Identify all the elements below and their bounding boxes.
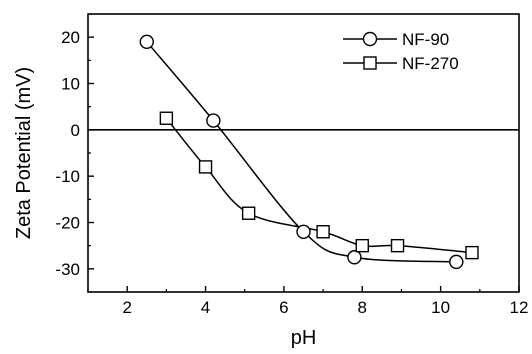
- data-point-nf-270: [316, 225, 330, 239]
- x-tick-label: 10: [431, 298, 450, 317]
- data-point-nf-90: [206, 113, 221, 128]
- x-tick-label: 12: [510, 298, 529, 317]
- legend-label-nf-270: NF-270: [402, 54, 459, 73]
- x-axis-title: pH: [291, 327, 317, 349]
- y-tick-label: 0: [71, 121, 80, 140]
- y-tick-label: -20: [55, 214, 80, 233]
- legend-label-nf-90: NF-90: [402, 30, 449, 49]
- data-point-nf-270: [159, 111, 174, 125]
- legend-entry-nf-270: NF-270: [343, 54, 459, 73]
- data-point-nf-90: [296, 224, 311, 239]
- legend-entry-nf-90: NF-90: [343, 30, 449, 49]
- series-line-nf-90: [146, 41, 457, 263]
- data-point-nf-270: [198, 160, 213, 174]
- y-tick-label: 20: [61, 28, 80, 47]
- y-axis-title: Zeta Potential (mV): [13, 67, 35, 239]
- data-point-nf-270: [465, 245, 479, 260]
- data-point-nf-270: [241, 206, 256, 220]
- legend-marker-nf-270: [363, 56, 377, 70]
- markers-layer: [139, 34, 479, 270]
- legend-marker-nf-90: [362, 31, 378, 47]
- data-point-nf-90: [139, 34, 154, 49]
- data-point-nf-270: [390, 238, 405, 253]
- x-tick-label: 2: [122, 298, 131, 317]
- x-tick-label: 8: [358, 298, 367, 317]
- x-tick-label: 4: [201, 298, 210, 317]
- legend: NF-90 NF-270: [343, 30, 459, 73]
- data-point-nf-270: [355, 238, 369, 253]
- y-tick-label: -10: [55, 167, 80, 186]
- y-ticks: -30 -20 -10 0 10 20: [55, 13, 94, 293]
- data-point-nf-90: [347, 250, 362, 265]
- y-tick-label: 10: [61, 75, 80, 94]
- x-ticks: 2 4 6 8 10 12: [87, 286, 529, 317]
- data-point-nf-90: [449, 254, 464, 270]
- y-tick-label: -30: [55, 260, 80, 279]
- x-tick-label: 6: [279, 298, 288, 317]
